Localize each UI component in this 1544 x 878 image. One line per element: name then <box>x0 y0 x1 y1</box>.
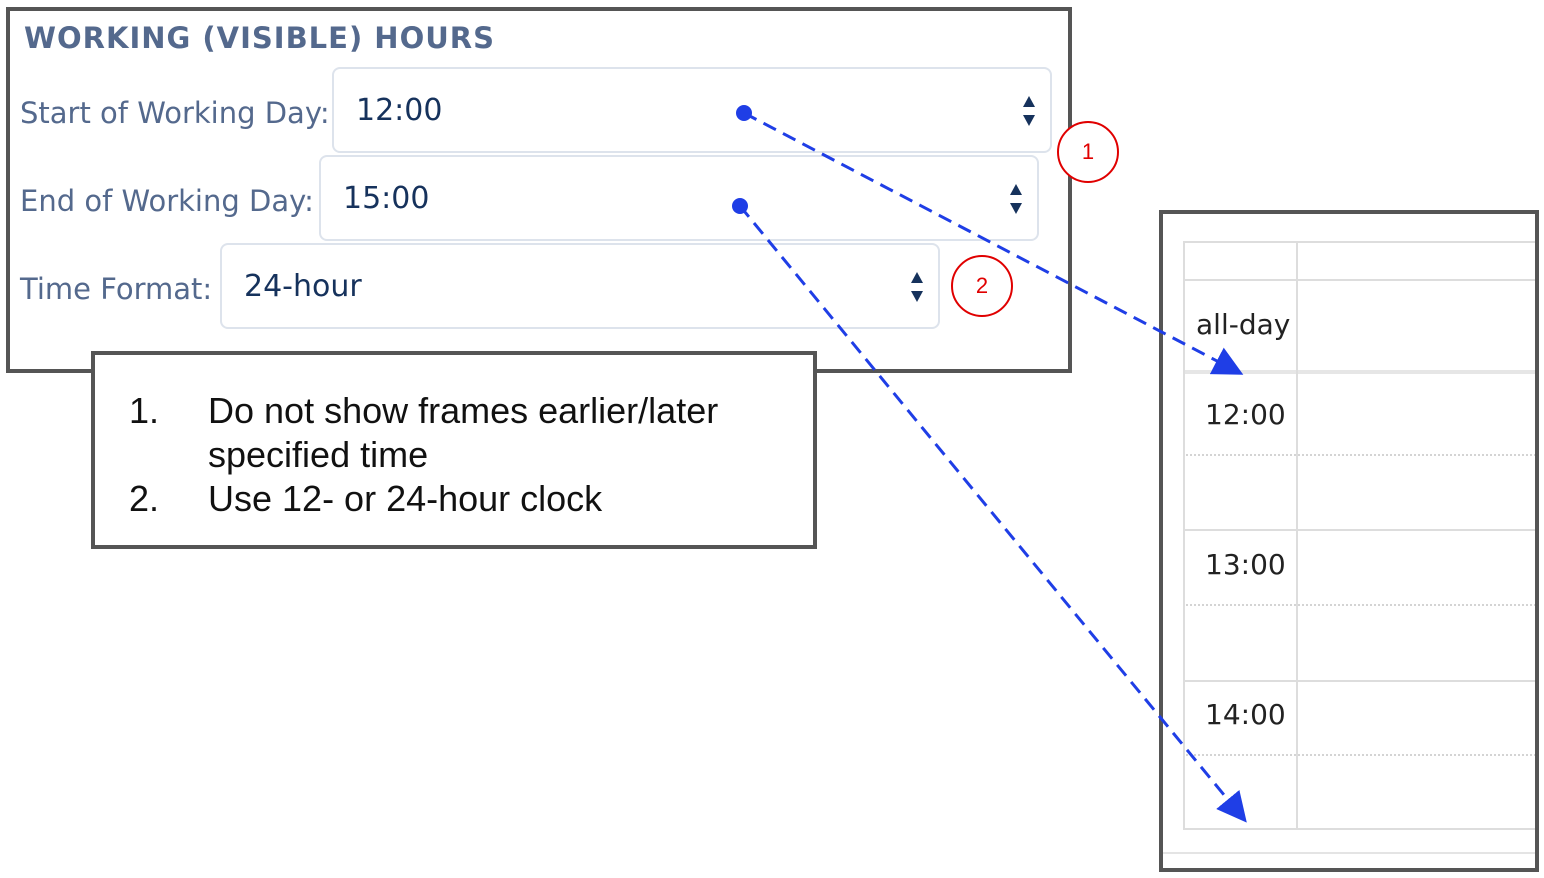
callout-badge-1: 1 <box>1057 121 1119 183</box>
calendar-time-column-border <box>1296 241 1298 830</box>
calendar-preview: all-day 12:00 13:00 14:00 <box>1159 210 1539 872</box>
calendar-hour-line <box>1183 680 1535 682</box>
calendar-grid-line <box>1183 279 1535 281</box>
calendar-half-hour-line <box>1183 754 1535 756</box>
calendar-hour-line <box>1183 529 1535 531</box>
time-format-value: 24-hour <box>244 269 362 304</box>
notes-box: 1. Do not show frames earlier/later spec… <box>91 351 817 549</box>
note-number-1: 1. <box>129 390 160 431</box>
sort-arrows-icon <box>1023 96 1035 126</box>
section-title: WORKING (VISIBLE) HOURS <box>24 21 495 55</box>
start-of-working-day-label: Start of Working Day: <box>20 96 330 130</box>
time-slot-label: 13:00 <box>1205 548 1286 581</box>
sort-arrows-icon <box>1010 184 1022 214</box>
calendar-half-hour-line <box>1183 604 1535 606</box>
time-slot-label: 12:00 <box>1205 398 1286 431</box>
time-format-select[interactable]: 24-hour <box>220 243 940 329</box>
note-1-line-1: Do not show frames earlier/later <box>208 390 719 431</box>
end-of-working-day-label: End of Working Day: <box>20 184 314 218</box>
sort-arrows-icon <box>911 272 923 302</box>
calendar-grid-bottom-line <box>1183 828 1535 830</box>
start-of-working-day-value: 12:00 <box>356 93 443 128</box>
note-number-2: 2. <box>129 478 160 519</box>
time-format-label: Time Format: <box>20 272 213 306</box>
note-1-line-2: specified time <box>208 434 429 475</box>
calendar-grid-line <box>1183 241 1535 243</box>
note-2-line-1: Use 12- or 24-hour clock <box>208 478 603 519</box>
time-slot-label: 14:00 <box>1205 698 1286 731</box>
start-of-working-day-select[interactable]: 12:00 <box>332 67 1052 153</box>
all-day-divider <box>1183 370 1535 374</box>
calendar-footer-line <box>1163 852 1535 854</box>
end-of-working-day-value: 15:00 <box>343 181 430 216</box>
all-day-label: all-day <box>1196 308 1291 341</box>
calendar-left-border <box>1183 241 1185 830</box>
callout-badge-2: 2 <box>951 255 1013 317</box>
working-hours-settings-panel: WORKING (VISIBLE) HOURS Start of Working… <box>6 7 1072 373</box>
end-of-working-day-select[interactable]: 15:00 <box>319 155 1039 241</box>
calendar-half-hour-line <box>1183 454 1535 456</box>
